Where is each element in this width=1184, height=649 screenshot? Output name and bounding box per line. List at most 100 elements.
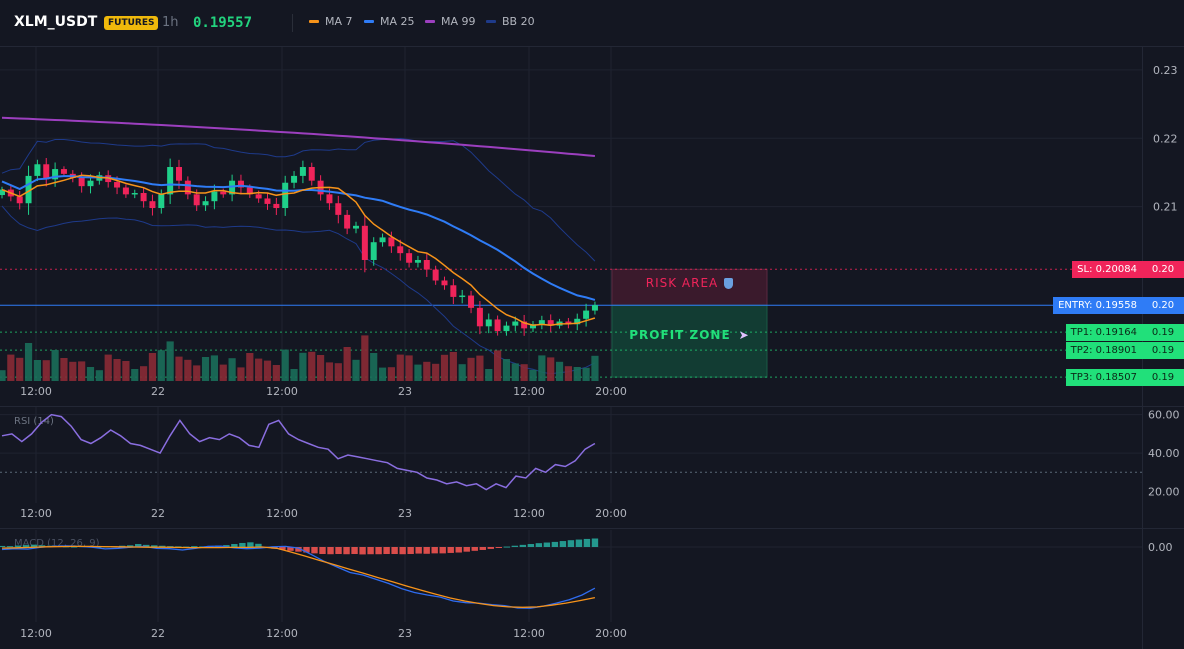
- candle-body: [361, 225, 368, 260]
- legend-ma99[interactable]: MA 99: [425, 15, 476, 28]
- candle-body: [255, 194, 262, 199]
- volume-bar: [263, 360, 272, 381]
- legend-ma99-swatch: [425, 20, 435, 23]
- macd-histogram-bar: [359, 546, 366, 555]
- candle-body: [530, 324, 536, 329]
- volume-bar: [308, 351, 316, 381]
- volume-bar: [343, 347, 351, 381]
- volume-bar: [281, 349, 289, 381]
- candle-body: [432, 269, 439, 281]
- volume-bar: [148, 353, 157, 381]
- candle-body: [485, 319, 492, 327]
- rsi-line: [1, 413, 596, 491]
- chart-grid: [0, 46, 1142, 622]
- volume-bar: [7, 354, 15, 381]
- entry-tag: ENTRY: 0.19558: [1053, 296, 1142, 314]
- legend-ma7[interactable]: MA 7: [309, 15, 353, 28]
- rsi-axis-tick: 60.00: [1148, 409, 1180, 422]
- volume-bar: [255, 358, 263, 381]
- macd-histogram-bar: [351, 546, 358, 555]
- legend-ma25[interactable]: MA 25: [364, 15, 415, 28]
- legend-bb20[interactable]: BB 20: [486, 15, 535, 28]
- take-profit-3-tag: TP3: 0.18507: [1065, 368, 1142, 386]
- timeframe-label[interactable]: 1h: [162, 15, 179, 30]
- take-profit-1-tag: TP1: 0.19164: [1065, 323, 1142, 341]
- time-axis-tick: 12:00: [513, 627, 545, 640]
- volume-bar: [449, 352, 457, 381]
- volume-bar: [582, 367, 590, 381]
- volume-bar: [485, 369, 493, 381]
- candle-body: [149, 201, 156, 209]
- time-axis-tick: 20:00: [595, 507, 627, 520]
- macd-histogram-bar: [151, 545, 158, 547]
- risk-area-text: RISK AREA: [645, 276, 719, 290]
- candle-body: [140, 192, 147, 202]
- pane-separators: [0, 46, 1184, 649]
- macd-histogram-bar: [511, 545, 519, 547]
- symbol-label[interactable]: XLM_USDT: [14, 14, 98, 30]
- macd-histogram-bar: [279, 546, 286, 550]
- candle-body: [229, 180, 236, 195]
- volume-bar: [290, 369, 298, 381]
- macd-histogram-bar: [311, 546, 318, 554]
- candle-body: [291, 175, 298, 183]
- time-axis-tick: 23: [398, 507, 412, 520]
- volume-bar: [520, 364, 528, 381]
- macd-histogram-bar: [415, 546, 422, 554]
- volume-bar: [423, 361, 431, 381]
- legend-ma99-label: MA 99: [441, 15, 476, 28]
- time-axis-tick: 12:00: [266, 507, 298, 520]
- legend-ma7-swatch: [309, 20, 319, 23]
- candle-body: [202, 201, 209, 206]
- legend-ma25-swatch: [364, 20, 374, 23]
- macd-histogram-bar: [247, 542, 254, 547]
- macd-histogram-bar: [503, 546, 511, 548]
- volume-bar: [16, 357, 24, 381]
- macd-histogram-bar: [30, 544, 38, 547]
- macd-histogram-bar: [22, 545, 30, 547]
- macd-histogram-bar: [471, 546, 478, 551]
- header-divider: [292, 14, 293, 32]
- macd-histogram-bar: [535, 543, 543, 547]
- volume-bar: [60, 358, 68, 381]
- time-axis-tick: 22: [151, 627, 165, 640]
- macd-histogram-bar: [591, 538, 599, 547]
- macd-histogram-bar: [303, 546, 310, 553]
- macd-histogram-bar: [159, 545, 166, 547]
- candle-body: [547, 320, 554, 326]
- macd-histogram-bar: [6, 546, 14, 548]
- candle-body: [388, 237, 395, 247]
- take-profit-1-axis-label: 0.19: [1142, 323, 1184, 341]
- macd-histogram-bar: [543, 542, 551, 547]
- macd-histogram-bar: [575, 539, 583, 547]
- candle-body: [565, 321, 572, 325]
- macd-axis-tick: 0.00: [1148, 541, 1173, 554]
- shield-icon: [724, 277, 734, 289]
- macd-histogram-bar: [38, 545, 46, 547]
- volume-bar: [476, 355, 484, 381]
- macd-histogram-bar: [135, 544, 142, 547]
- macd-histogram-bar: [319, 546, 326, 555]
- candle-body: [583, 310, 590, 319]
- volume-bar: [591, 355, 599, 381]
- stop-loss-axis-label: 0.20: [1142, 260, 1184, 278]
- macd-histogram-bar: [143, 544, 150, 547]
- candle-body: [176, 167, 182, 181]
- volume-bar: [352, 359, 360, 381]
- volume-bar: [95, 370, 103, 381]
- volume-bar: [494, 350, 502, 381]
- macd-histogram-bar: [367, 546, 374, 555]
- macd-histogram-bar: [0, 545, 6, 547]
- candle-body: [87, 180, 94, 187]
- volume-bar: [228, 358, 236, 381]
- bb-upper-line: [1, 137, 596, 262]
- macd-histogram-bar: [239, 542, 246, 547]
- candle-body: [273, 203, 280, 209]
- volume-bar: [246, 353, 254, 381]
- candle-body: [220, 191, 227, 195]
- candle-body: [591, 305, 598, 311]
- volume-bar: [378, 367, 387, 381]
- macd-histogram-bar: [407, 546, 414, 555]
- time-axis-tick: 12:00: [266, 385, 298, 398]
